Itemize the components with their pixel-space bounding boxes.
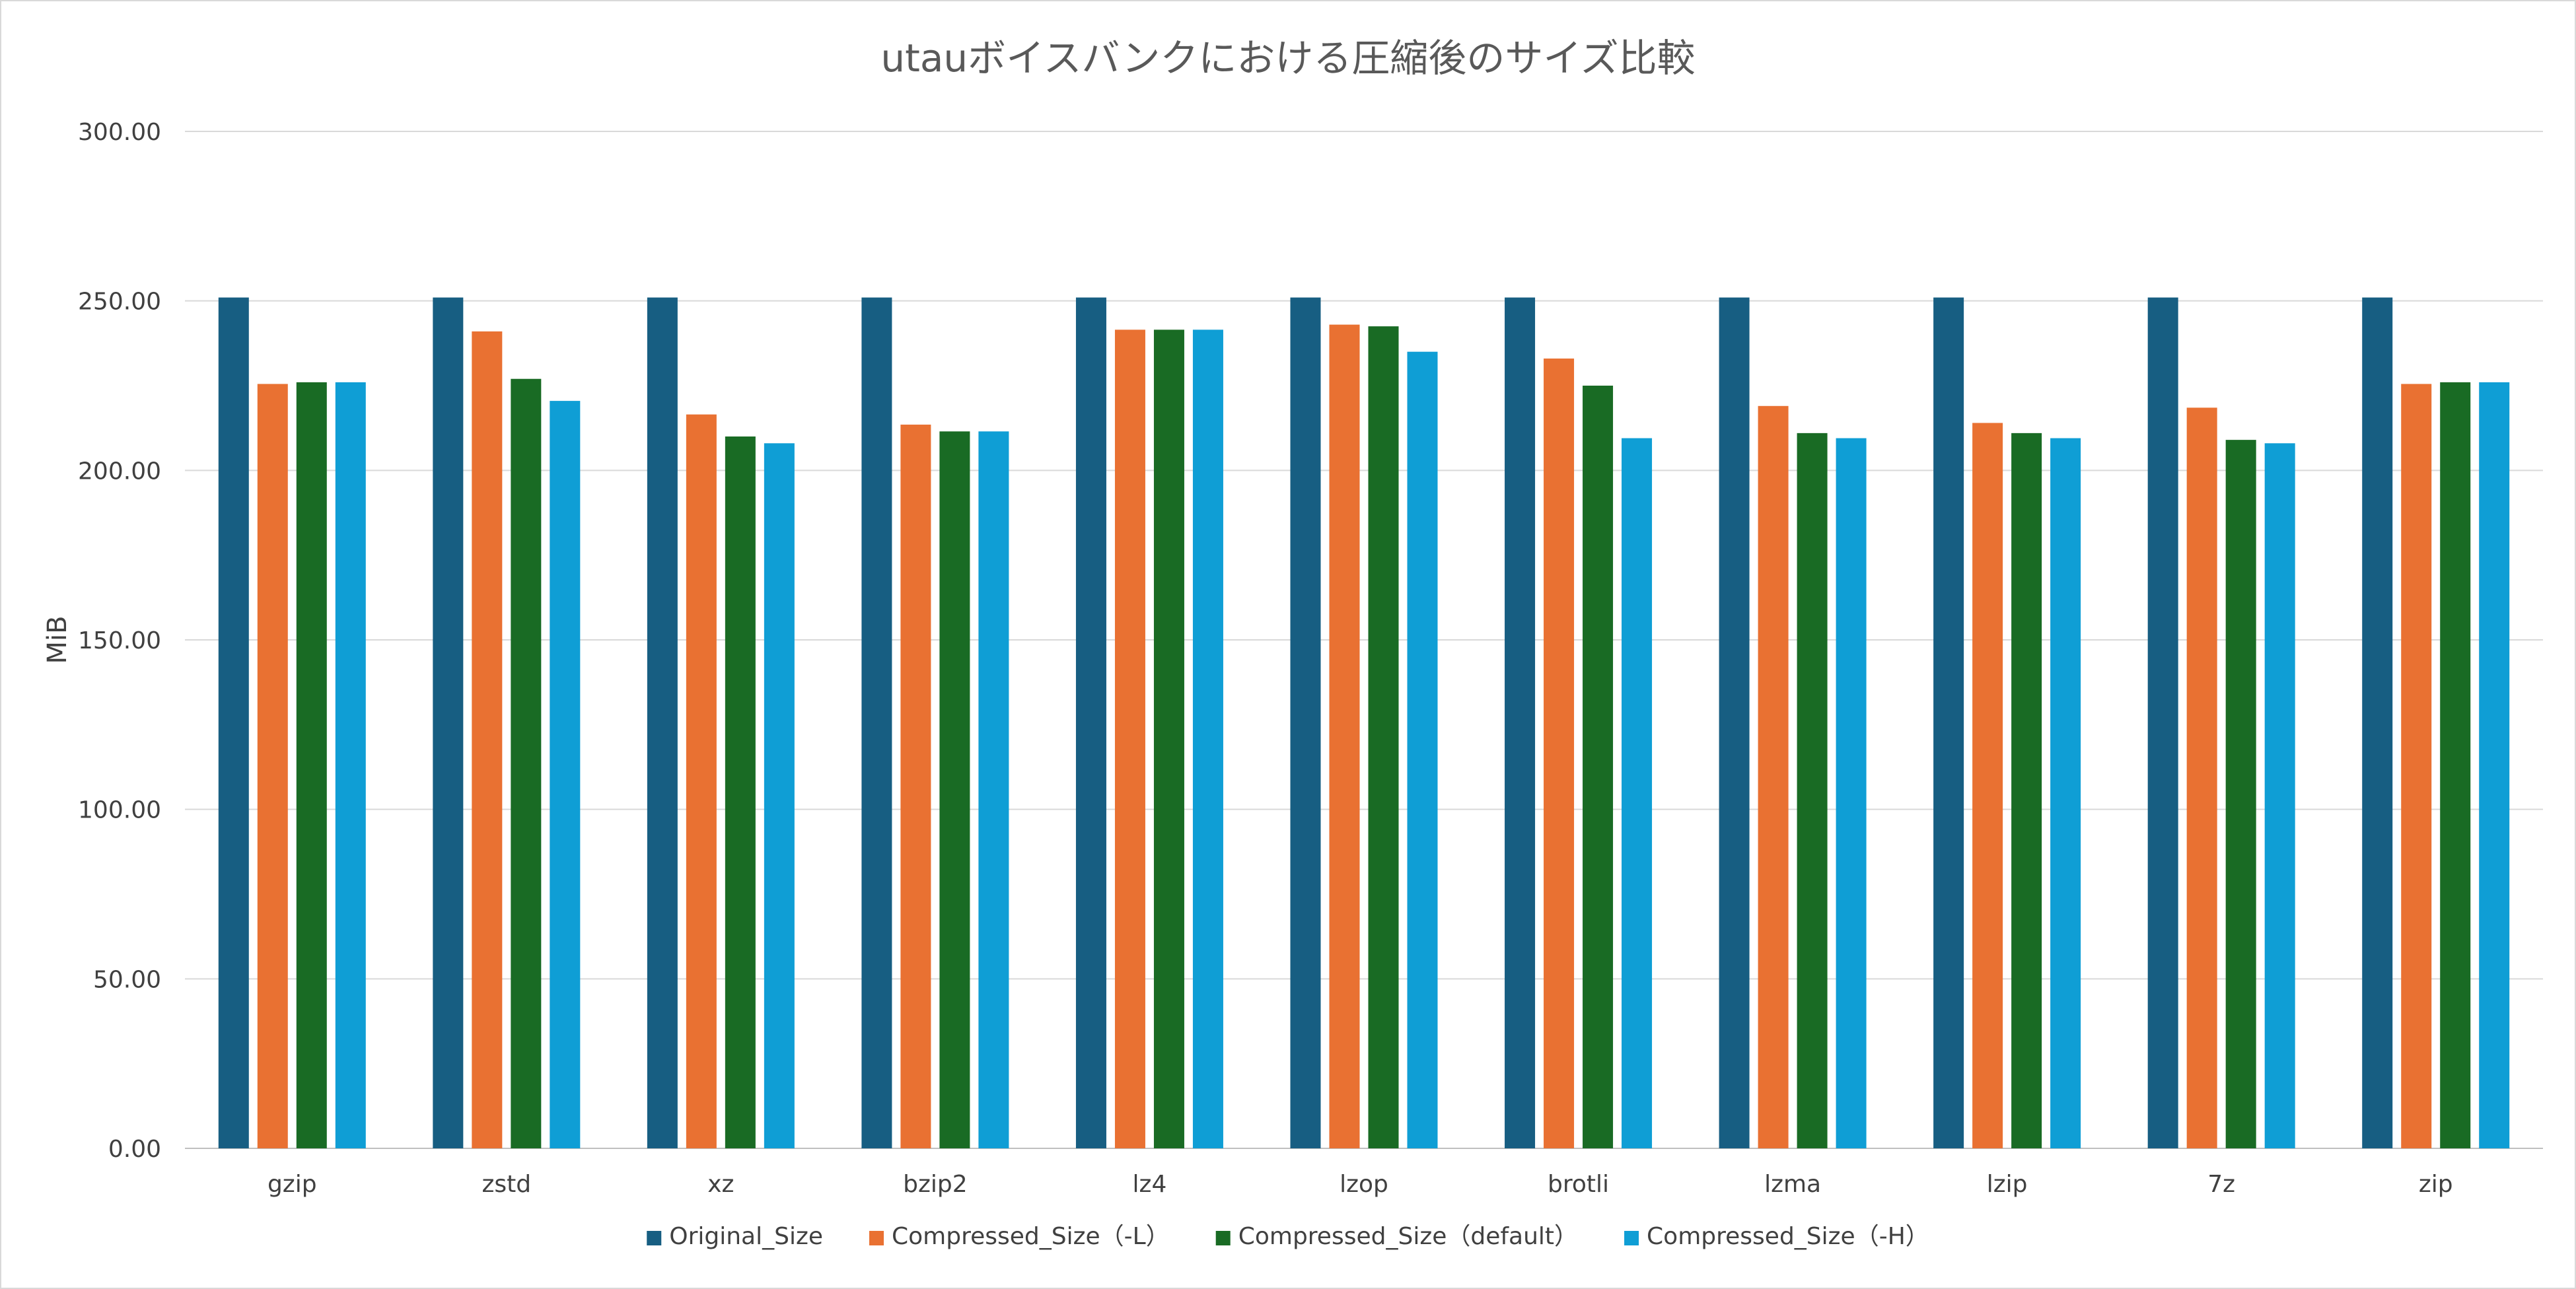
bar-zip-series-2	[2401, 384, 2432, 1148]
legend-label: Compressed_Size（-H）	[1647, 1223, 1929, 1250]
bar-lzma-series-3	[1797, 433, 1828, 1148]
legend-item: Compressed_Size（-H）	[1624, 1223, 1929, 1250]
legend: Original_Size Compressed_Size（-L） Compress…	[647, 1223, 1929, 1250]
x-tick-label: brotli	[1548, 1171, 1609, 1198]
legend-item: Compressed_Size（default）	[1215, 1223, 1578, 1250]
bar-zstd-series-1	[433, 297, 464, 1148]
x-tick-label: 7z	[2207, 1171, 2235, 1198]
bar-xz-series-2	[686, 414, 717, 1149]
x-tick-label: lzma	[1764, 1171, 1821, 1198]
bar-brotli-series-4	[1622, 438, 1653, 1148]
x-tick-label: xz	[707, 1171, 734, 1198]
y-axis-title: MiB	[42, 615, 73, 664]
legend-swatch	[1624, 1231, 1639, 1245]
x-tick-label: zip	[2419, 1171, 2453, 1198]
x-axis-ticks: gzip zstd xz bzip2 lz4 lzop brotli lzma lzip 7z zi…	[268, 1171, 2453, 1198]
bar-lzip-series-3	[2011, 433, 2042, 1148]
bar-lzop-series-3	[1368, 326, 1399, 1149]
bar-zstd-series-4	[550, 401, 581, 1148]
bar-gzip-series-4	[335, 382, 366, 1148]
x-tick-label: bzip2	[903, 1171, 968, 1198]
y-tick-label: 250.00	[78, 289, 161, 316]
bar-brotli-series-1	[1505, 297, 1536, 1148]
bar-bzip2-series-3	[939, 431, 970, 1148]
bar-bzip2-series-4	[978, 431, 1009, 1148]
bar-lzop-series-1	[1290, 297, 1321, 1148]
y-tick-label: 100.00	[78, 797, 161, 824]
legend-label: Compressed_Size（default）	[1238, 1223, 1578, 1250]
x-tick-label: lzip	[1987, 1171, 2028, 1198]
bar-bzip2-series-2	[900, 425, 931, 1148]
bar-zstd-series-3	[511, 378, 542, 1148]
bar-zip-series-4	[2479, 382, 2510, 1148]
bar-xz-series-4	[764, 443, 795, 1149]
bar-xz-series-3	[725, 436, 756, 1148]
bar-zip-series-3	[2440, 382, 2471, 1148]
legend-label: Compressed_Size（-L）	[892, 1223, 1170, 1250]
y-tick-label: 300.00	[78, 119, 161, 146]
bar-lz4-series-3	[1153, 330, 1184, 1148]
x-tick-label: gzip	[268, 1171, 317, 1198]
y-tick-label: 50.00	[93, 966, 161, 993]
x-tick-label: lz4	[1133, 1171, 1167, 1198]
y-tick-label: 0.00	[108, 1136, 161, 1163]
bar-bzip2-series-1	[861, 297, 892, 1148]
legend-swatch	[647, 1231, 662, 1245]
bar-lzma-series-4	[1836, 438, 1867, 1148]
bar-gzip-series-1	[218, 297, 249, 1148]
bars	[218, 297, 2510, 1149]
bar-zstd-series-2	[472, 331, 503, 1148]
chart-title: utauボイスバンクにおける圧縮後のサイズ比較	[880, 36, 1695, 81]
x-tick-label: lzop	[1340, 1171, 1388, 1198]
y-axis-ticks: 0.00 50.00 100.00 150.00 200.00 250.00 300.00	[78, 119, 161, 1163]
legend-label: Original_Size	[669, 1223, 823, 1250]
bar-lzma-series-2	[1758, 405, 1789, 1148]
legend-item: Original_Size	[647, 1223, 823, 1250]
bar-lzip-series-2	[1972, 423, 2003, 1148]
bar-lz4-series-4	[1192, 330, 1223, 1148]
bar-7z-series-3	[2225, 440, 2256, 1149]
bar-lzip-series-1	[1933, 297, 1964, 1148]
bar-gzip-series-2	[257, 384, 288, 1148]
bar-lz4-series-2	[1114, 330, 1145, 1148]
bar-lzop-series-4	[1407, 351, 1438, 1148]
bar-gzip-series-3	[296, 382, 327, 1148]
bar-lzip-series-4	[2050, 438, 2081, 1148]
bar-7z-series-4	[2264, 443, 2295, 1149]
legend-swatch	[1215, 1231, 1231, 1245]
bar-zip-series-1	[2362, 297, 2393, 1148]
bar-7z-series-2	[2186, 407, 2217, 1148]
bar-xz-series-1	[647, 297, 678, 1148]
y-tick-label: 200.00	[78, 458, 161, 485]
bar-lzma-series-1	[1719, 297, 1750, 1148]
legend-swatch	[869, 1231, 884, 1245]
legend-item: Compressed_Size（-L）	[869, 1223, 1170, 1250]
bar-brotli-series-2	[1544, 358, 1575, 1148]
bar-lzop-series-2	[1329, 324, 1360, 1149]
bar-brotli-series-3	[1583, 386, 1614, 1148]
bar-7z-series-1	[2147, 297, 2178, 1148]
x-tick-label: zstd	[482, 1171, 532, 1198]
y-tick-label: 150.00	[78, 627, 161, 654]
bar-lz4-series-1	[1075, 297, 1106, 1148]
